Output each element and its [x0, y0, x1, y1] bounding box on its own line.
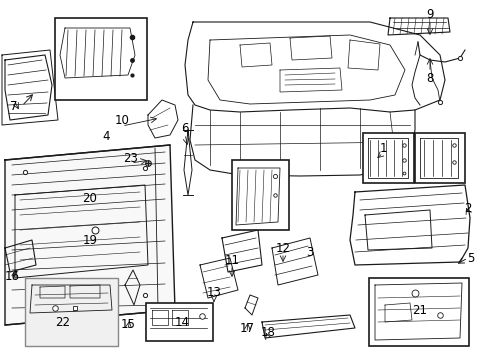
Text: 12: 12: [275, 242, 290, 255]
Text: 8: 8: [426, 72, 433, 85]
Text: 4: 4: [102, 130, 109, 144]
Polygon shape: [5, 145, 175, 325]
Text: 19: 19: [82, 234, 97, 247]
Bar: [55, 18, 147, 100]
Text: 10: 10: [114, 113, 129, 126]
Bar: [231, 160, 288, 230]
Text: 23: 23: [123, 153, 138, 166]
Text: 16: 16: [4, 270, 20, 284]
Text: 20: 20: [82, 192, 97, 204]
Bar: [25, 278, 118, 346]
Text: 3: 3: [305, 246, 313, 258]
Text: 15: 15: [121, 318, 135, 330]
Text: 22: 22: [55, 316, 70, 329]
Text: 7: 7: [10, 99, 18, 112]
Bar: [368, 278, 468, 346]
Text: 9: 9: [426, 8, 433, 21]
Text: 21: 21: [412, 303, 427, 316]
Bar: [414, 133, 464, 183]
Text: 1: 1: [379, 141, 386, 154]
Text: 5: 5: [467, 252, 474, 265]
Text: 6: 6: [181, 122, 188, 135]
Text: 2: 2: [463, 202, 471, 215]
Text: 18: 18: [260, 327, 275, 339]
Text: 17: 17: [239, 321, 254, 334]
Text: 13: 13: [206, 287, 221, 300]
Text: 11: 11: [224, 253, 239, 266]
Bar: [146, 303, 213, 341]
Bar: [362, 133, 413, 183]
Text: 14: 14: [174, 315, 189, 328]
